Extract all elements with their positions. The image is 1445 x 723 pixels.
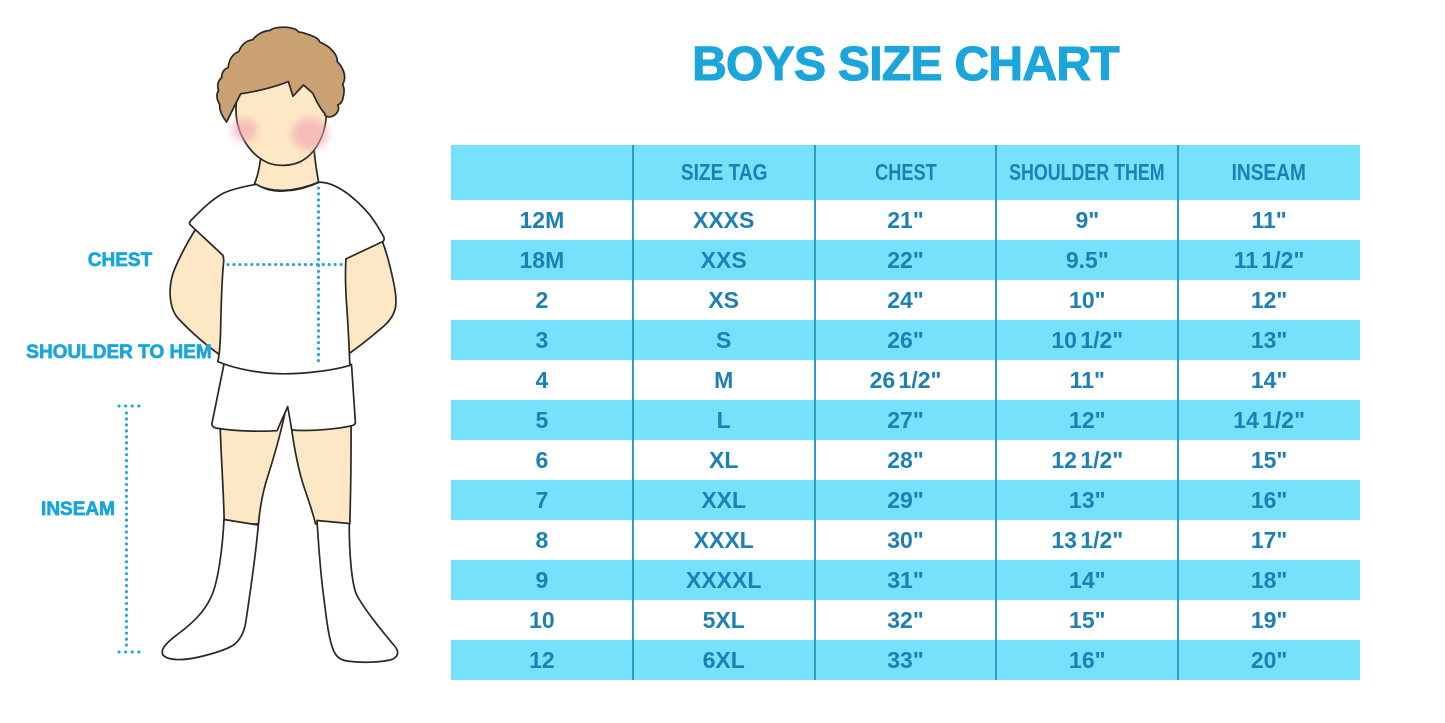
svg-text:INSEAM: INSEAM [41,499,115,520]
svg-text:CHEST: CHEST [88,250,153,271]
svg-text:SHOULDER TO HEM: SHOULDER TO HEM [26,342,211,363]
